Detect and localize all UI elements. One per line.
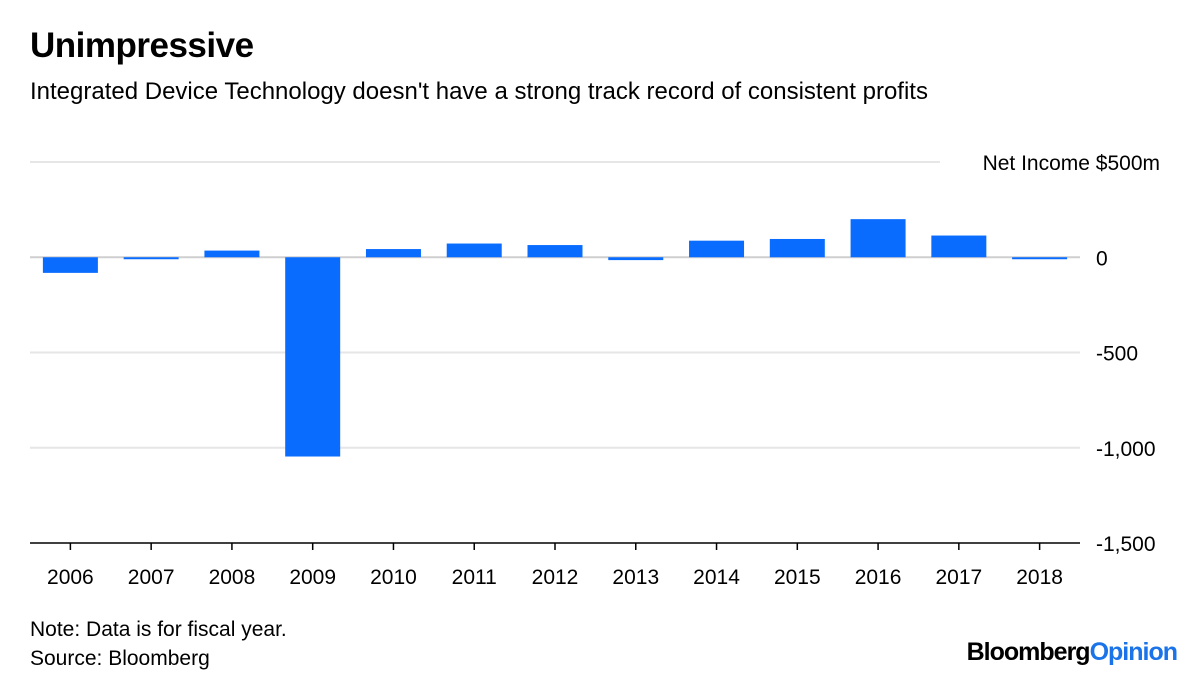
bar-2016	[850, 219, 906, 258]
bar-2010	[365, 249, 421, 258]
bar-2009	[285, 257, 341, 457]
bar-2013	[608, 257, 664, 261]
bar-2015	[769, 238, 825, 258]
x-axis: 2006 2007 2008 2009 2010 2011 2012 2013 2014 2015…	[47, 543, 1063, 589]
y-axis-label: Net Income $500m	[983, 152, 1160, 175]
bar-2006	[42, 257, 98, 273]
bar-2007	[123, 257, 179, 260]
bar-2011	[446, 243, 502, 258]
x-tick-label: 2006	[47, 566, 94, 589]
bar-2017	[931, 235, 987, 258]
footnote: Note: Data is for fiscal year. Source: B…	[30, 615, 287, 673]
x-tick-label: 2018	[1016, 566, 1063, 589]
x-tick-label: 2015	[774, 566, 821, 589]
bar-2018	[1012, 257, 1068, 260]
gridlines	[30, 148, 1170, 544]
x-tick-label: 2007	[128, 566, 175, 589]
y-tick-label: 0	[1096, 247, 1108, 270]
bar-2008	[204, 250, 260, 258]
x-tick-label: 2013	[612, 566, 659, 589]
y-tick-label: -1,500	[1096, 533, 1156, 556]
x-tick-label: 2016	[855, 566, 902, 589]
brand-opinion: Opinion	[1089, 638, 1178, 666]
x-tick-label: 2010	[370, 566, 417, 589]
y-tick-label: -1,000	[1096, 438, 1156, 461]
bloomberg-opinion-logo: BloombergOpinion	[966, 638, 1178, 667]
x-tick-label: 2009	[289, 566, 336, 589]
bar-2014	[689, 240, 745, 258]
bars	[42, 219, 1068, 457]
bar-2012	[527, 245, 583, 258]
y-axis-label-background	[940, 148, 1170, 176]
y-tick-label: -500	[1096, 343, 1138, 366]
note-text: Note: Data is for fiscal year.	[30, 618, 287, 641]
y-axis: 0 -500 -1,000 -1,500 Net Income $500m	[983, 152, 1160, 556]
x-tick-label: 2008	[209, 566, 256, 589]
chart-title: Unimpressive	[30, 26, 254, 65]
x-tick-label: 2011	[452, 566, 497, 589]
x-tick-label: 2014	[693, 566, 740, 589]
x-tick-label: 2012	[532, 566, 579, 589]
chart-subtitle: Integrated Device Technology doesn't hav…	[30, 78, 928, 105]
brand-bloomberg: Bloomberg	[966, 638, 1091, 666]
source-text: Source: Bloomberg	[30, 647, 210, 670]
x-tick-label: 2017	[935, 566, 982, 589]
